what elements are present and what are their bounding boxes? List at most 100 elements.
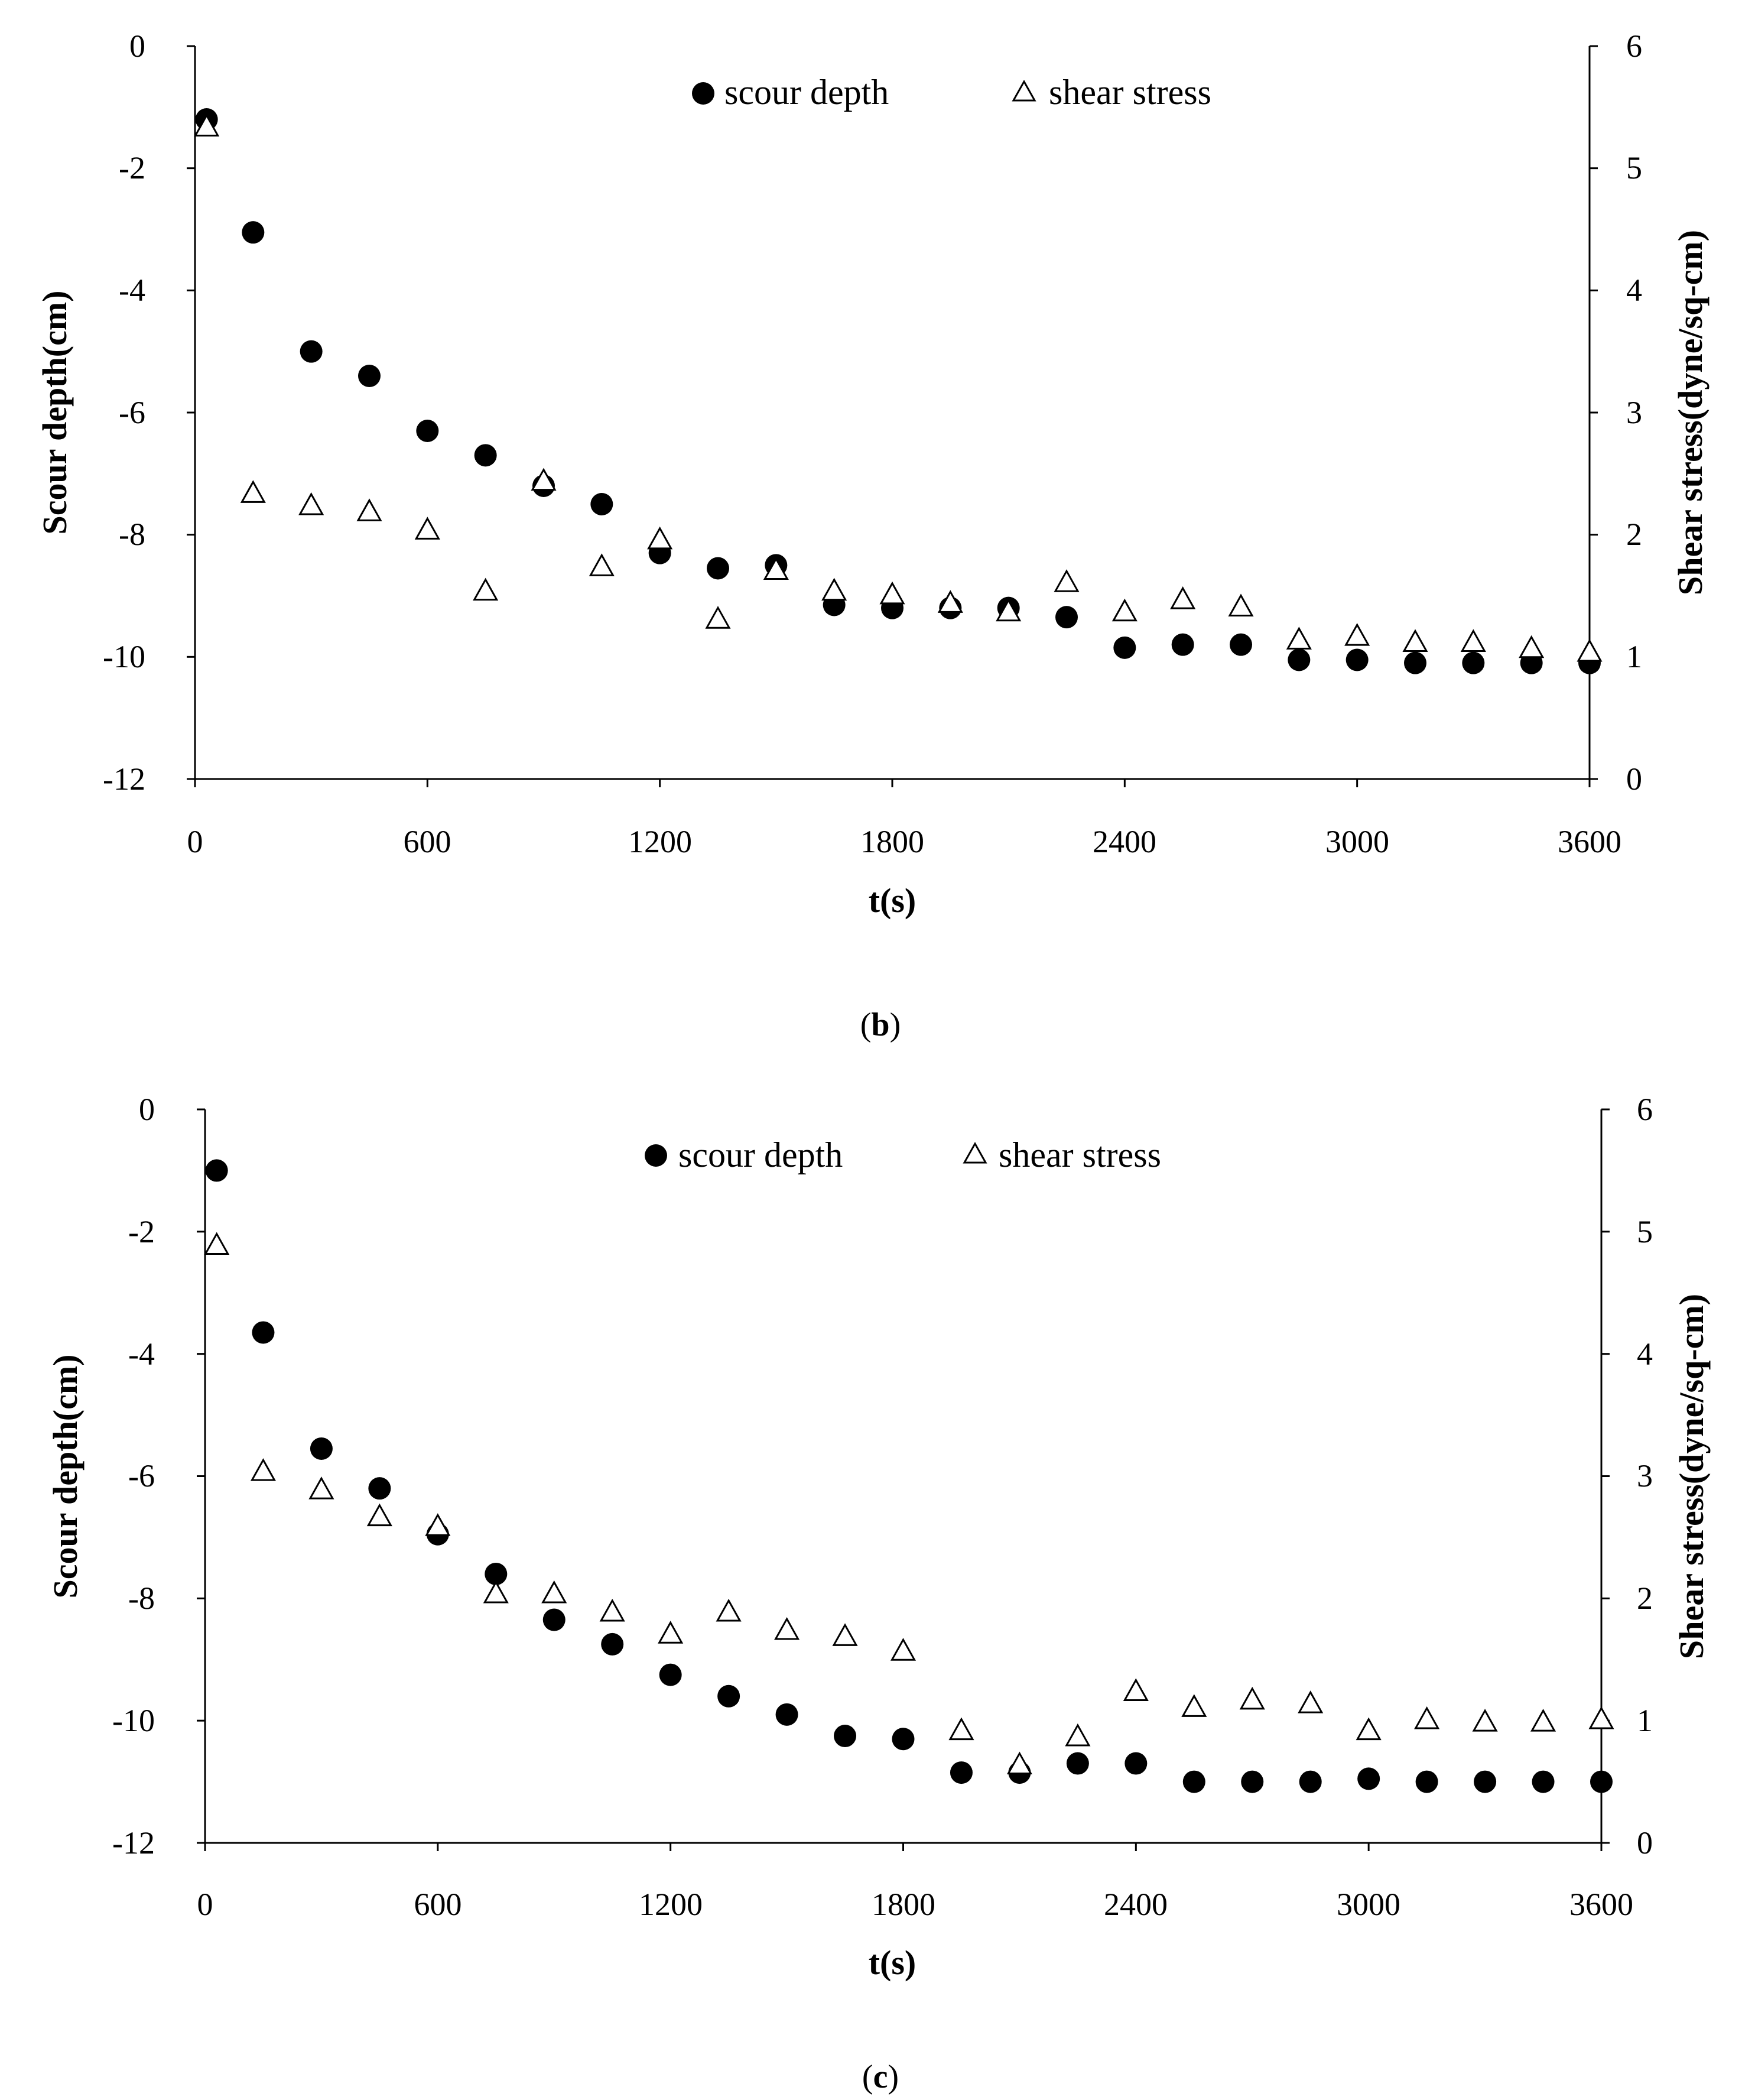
panel-caption-letter: b — [871, 1007, 889, 1043]
scour-depth-point — [892, 1728, 915, 1751]
left-y-tick-label: -4 — [128, 1336, 155, 1372]
shear-stress-point — [658, 1621, 684, 1644]
right-y-tick-label: 3 — [1637, 1458, 1653, 1494]
shear-stress-point — [890, 1638, 916, 1661]
legend-triangle-marker — [1012, 79, 1036, 102]
shear-stress-point — [1123, 1678, 1149, 1701]
scour-depth-point — [368, 1477, 391, 1500]
scour-depth-point — [590, 493, 613, 515]
right-y-tick-labels: 6 5 4 3 2 1 0 — [1626, 28, 1642, 797]
scour-depth-point — [1066, 1752, 1089, 1775]
shear-stress-point — [589, 553, 615, 576]
scour-depth-point — [485, 1562, 508, 1585]
x-tick-label: 3000 — [1337, 1887, 1400, 1922]
right-y-tick-label: 2 — [1626, 517, 1642, 552]
x-tick-label: 3600 — [1569, 1887, 1633, 1922]
right-y-tick-label: 0 — [1637, 1825, 1653, 1861]
shear-stress-point — [1112, 598, 1138, 622]
right-y-axis-title: Shear stress(dyne/sq-cm) — [1672, 1294, 1711, 1659]
legend-label-scour-depth: scour depth — [678, 1135, 843, 1174]
shear-stress-point — [483, 1580, 509, 1604]
scour-depth-point — [601, 1632, 624, 1656]
x-tick-label: 2400 — [1104, 1887, 1168, 1922]
data-points — [204, 1159, 1614, 1793]
right-y-tick-label: 4 — [1637, 1336, 1653, 1372]
scour-depth-point — [300, 340, 323, 363]
legend-label-scour-depth: scour depth — [724, 73, 889, 112]
shear-stress-point — [1065, 1723, 1091, 1747]
left-y-tick-label: -2 — [119, 150, 145, 186]
shear-stress-point — [541, 1580, 567, 1604]
scour-depth-point — [1124, 1752, 1148, 1775]
shear-stress-point — [996, 598, 1022, 622]
shear-stress-point — [647, 526, 673, 550]
shear-stress-point — [1519, 635, 1545, 658]
scour-depth-point — [542, 1608, 566, 1631]
shear-stress-point — [250, 1458, 277, 1481]
shear-stress-point — [356, 498, 382, 521]
shear-stress-point — [879, 581, 905, 605]
left-y-tick-label: 0 — [129, 28, 145, 64]
shear-stress-point — [240, 480, 266, 503]
right-y-tick-label: 0 — [1626, 761, 1642, 797]
scour-depth-point — [1182, 1770, 1205, 1793]
scour-depth-point — [205, 1159, 228, 1182]
scour-depth-point — [1346, 648, 1369, 671]
left-y-tick-label: -8 — [128, 1580, 155, 1616]
scour-depth-point — [416, 420, 439, 442]
scour-depth-point — [1590, 1770, 1613, 1793]
shear-stress-point — [1298, 1690, 1324, 1713]
x-axis-title: t(s) — [869, 1943, 916, 1982]
shear-stress-point — [1228, 593, 1254, 617]
shear-stress-point — [705, 606, 731, 629]
scour-depth-point — [1288, 648, 1311, 671]
left-y-tick-labels: 0 -2 -4 -6 -8 -10 -12 — [103, 28, 145, 797]
shear-stress-point — [366, 1503, 392, 1527]
shear-stress-point — [599, 1598, 625, 1622]
shear-stress-point — [298, 492, 324, 515]
scour-depth-point — [1055, 606, 1078, 629]
left-y-tick-label: -4 — [119, 272, 145, 308]
legend-label-shear-stress: shear stress — [1049, 73, 1211, 112]
panel-caption: (b) — [860, 1007, 901, 1043]
shear-stress-point — [473, 577, 499, 601]
x-tick-label: 600 — [414, 1887, 462, 1922]
shear-stress-point — [763, 557, 789, 580]
scour-depth-point — [242, 221, 265, 244]
right-y-tick-label: 5 — [1637, 1214, 1653, 1249]
shear-stress-point — [948, 1717, 974, 1741]
scour-depth-point — [1415, 1770, 1438, 1793]
scour-depth-point — [1474, 1770, 1497, 1793]
shear-stress-point — [1006, 1751, 1032, 1775]
left-y-tick-label: 0 — [139, 1092, 155, 1127]
x-tick-label: 3000 — [1325, 824, 1389, 859]
left-y-tick-label: -6 — [119, 395, 145, 430]
shear-stress-point — [194, 113, 220, 137]
scour-depth-point — [1113, 636, 1136, 659]
scour-depth-point — [1299, 1770, 1322, 1793]
scour-depth-point — [1462, 651, 1485, 674]
shear-stress-point — [204, 1232, 230, 1255]
right-y-axis-title: Shear stress(dyne/sq-cm) — [1671, 230, 1710, 595]
shear-stress-point — [1344, 623, 1370, 646]
scour-depth-point — [717, 1684, 740, 1708]
x-tick-label: 1800 — [872, 1887, 935, 1922]
right-y-tick-label: 1 — [1637, 1703, 1653, 1738]
scour-depth-point — [474, 444, 497, 467]
right-y-tick-label: 5 — [1626, 150, 1642, 186]
left-y-tick-label: -2 — [128, 1214, 155, 1249]
scour-depth-point — [1230, 633, 1252, 656]
left-y-tick-label: -8 — [119, 517, 145, 552]
shear-stress-point — [414, 517, 440, 540]
scour-depth-point — [1171, 633, 1194, 656]
shear-stress-point — [821, 577, 847, 601]
panel-caption-letter: c — [873, 2059, 888, 2095]
shear-stress-point — [1239, 1686, 1265, 1710]
data-points — [194, 108, 1603, 674]
scour-depth-point — [775, 1703, 798, 1726]
shear-stress-point — [1530, 1709, 1556, 1732]
shear-stress-point — [308, 1476, 334, 1499]
scour-depth-point — [252, 1321, 275, 1344]
x-tick-label: 3600 — [1558, 824, 1621, 859]
shear-stress-point — [1472, 1709, 1498, 1732]
